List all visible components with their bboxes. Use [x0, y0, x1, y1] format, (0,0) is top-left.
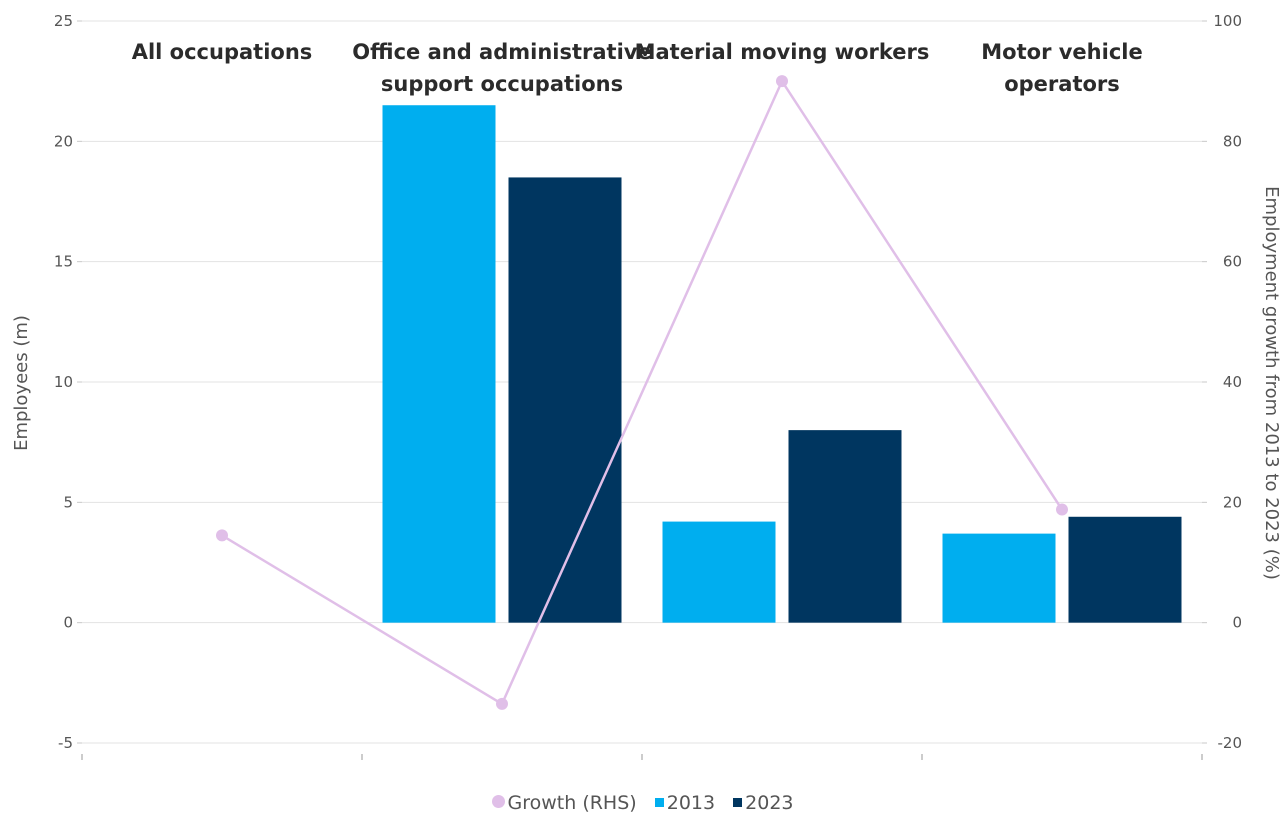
- legend-label: Growth (RHS): [507, 792, 637, 814]
- legend: Growth (RHS) 2013 2023: [0, 792, 1285, 814]
- legend-item-2013: 2013: [654, 792, 716, 814]
- bar-2013-2: [382, 105, 496, 623]
- category-label: Motor vehicle: [981, 40, 1142, 64]
- y-axis-title: Employees (m): [11, 315, 32, 451]
- category-label: Office and administrative: [352, 40, 651, 64]
- y-tick-label: 5: [63, 493, 73, 511]
- legend-label: 2023: [745, 792, 794, 814]
- bar-2013-4: [942, 533, 1056, 623]
- y2-tick-label: -20: [1218, 734, 1243, 752]
- growth-line-path: [221, 78, 1064, 706]
- y2-tick-label: 20: [1223, 493, 1242, 511]
- chart: -5 0 5 10 15 20 25 -20 0 20 40 60 80 100 All occupat…: [11, 12, 1282, 760]
- category-labels: All occupations Office and administrative…: [132, 40, 1143, 96]
- y-tick-label: -5: [58, 734, 73, 752]
- y2-tick-label: 80: [1223, 132, 1242, 150]
- bar-2013-3: [662, 521, 776, 623]
- x-axis-ticks: [81, 754, 1203, 760]
- legend-square-icon: [733, 798, 743, 807]
- y-tick-label: 15: [54, 253, 73, 271]
- y-tick-label: 20: [54, 132, 73, 150]
- legend-item-2023: 2023: [733, 792, 794, 814]
- bars: [382, 105, 1182, 623]
- growth-point-2: [496, 697, 508, 710]
- left-axis-ticks: -5 0 5 10 15 20 25: [54, 12, 82, 752]
- bar-2023-4: [1068, 516, 1182, 623]
- growth-line-series: [216, 75, 1068, 710]
- y2-tick-label: 40: [1223, 373, 1242, 391]
- y2-tick-label: 60: [1223, 253, 1242, 271]
- legend-item-growth: Growth (RHS): [491, 792, 637, 814]
- growth-point-1: [216, 529, 228, 542]
- growth-point-3: [776, 75, 788, 88]
- category-label: support occupations: [381, 72, 623, 96]
- y-tick-label: 25: [54, 12, 73, 30]
- bar-2023-2: [508, 177, 622, 623]
- category-label: Material moving workers: [635, 40, 930, 64]
- gridlines: [82, 20, 1202, 744]
- y-tick-label: 0: [63, 614, 73, 632]
- y-tick-label: 10: [54, 373, 73, 391]
- growth-point-4: [1056, 503, 1068, 516]
- y2-axis-title: Employment growth from 2013 to 2023 (%): [1261, 186, 1282, 580]
- legend-circle-icon: [491, 795, 505, 808]
- right-axis-ticks: -20 0 20 40 60 80 100: [1202, 12, 1242, 752]
- y2-tick-label: 100: [1213, 12, 1242, 30]
- legend-label: 2013: [666, 792, 716, 814]
- category-label: operators: [1004, 72, 1120, 96]
- legend-square-icon: [654, 798, 664, 807]
- y2-tick-label: 0: [1232, 614, 1242, 632]
- category-label: All occupations: [132, 40, 313, 64]
- bar-2023-3: [788, 430, 902, 623]
